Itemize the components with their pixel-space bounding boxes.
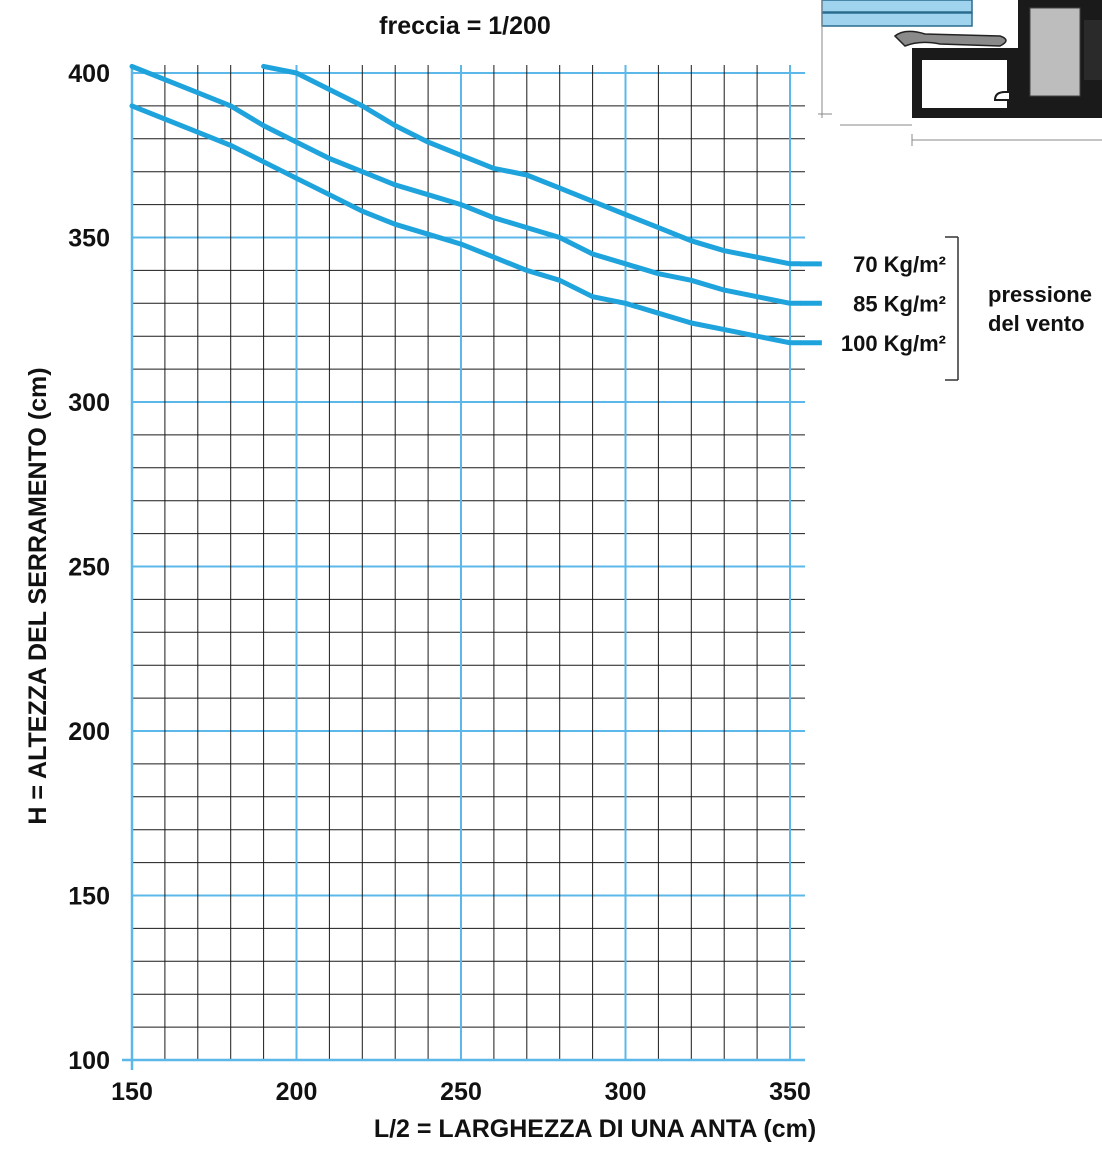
series-line (129, 63, 803, 306)
window-profile-drawing (818, 0, 1102, 146)
grid (122, 65, 805, 1070)
x-axis-title: L/2 = LARGHEZZA DI UNA ANTA (cm) (374, 1115, 816, 1143)
x-tick-label: 150 (111, 1078, 153, 1106)
series-curves (129, 63, 822, 346)
y-tick-label: 350 (68, 225, 110, 253)
y-tick-label: 400 (68, 60, 110, 88)
y-tick-label: 300 (68, 389, 110, 417)
y-tick-label: 250 (68, 554, 110, 582)
y-tick-label: 100 (68, 1047, 110, 1075)
series-label: 70 Kg/m² (853, 252, 946, 277)
y-axis-title: H = ALTEZZA DEL SERRAMENTO (cm) (24, 367, 52, 824)
series-label: 85 Kg/m² (853, 291, 946, 316)
legend-title-line-1: pressione (988, 282, 1092, 307)
x-tick-label: 250 (440, 1078, 482, 1106)
legend-title-line-2: del vento (988, 311, 1085, 336)
y-tick-label: 150 (68, 883, 110, 911)
y-tick-labels: 100 150 200 250 300 350 400 (68, 60, 110, 1075)
chart-title: freccia = 1/200 (379, 12, 551, 40)
y-tick-label: 200 (68, 718, 110, 746)
series-line (261, 63, 803, 267)
x-tick-label: 350 (769, 1078, 811, 1106)
series-line (129, 103, 803, 346)
x-tick-labels: 150 200 250 300 350 (111, 1078, 811, 1106)
series-labels: 70 Kg/m² 85 Kg/m² 100 Kg/m² (841, 252, 946, 356)
x-tick-label: 200 (276, 1078, 318, 1106)
series-label: 100 Kg/m² (841, 331, 946, 356)
x-tick-label: 300 (605, 1078, 647, 1106)
legend-bracket (945, 236, 959, 381)
